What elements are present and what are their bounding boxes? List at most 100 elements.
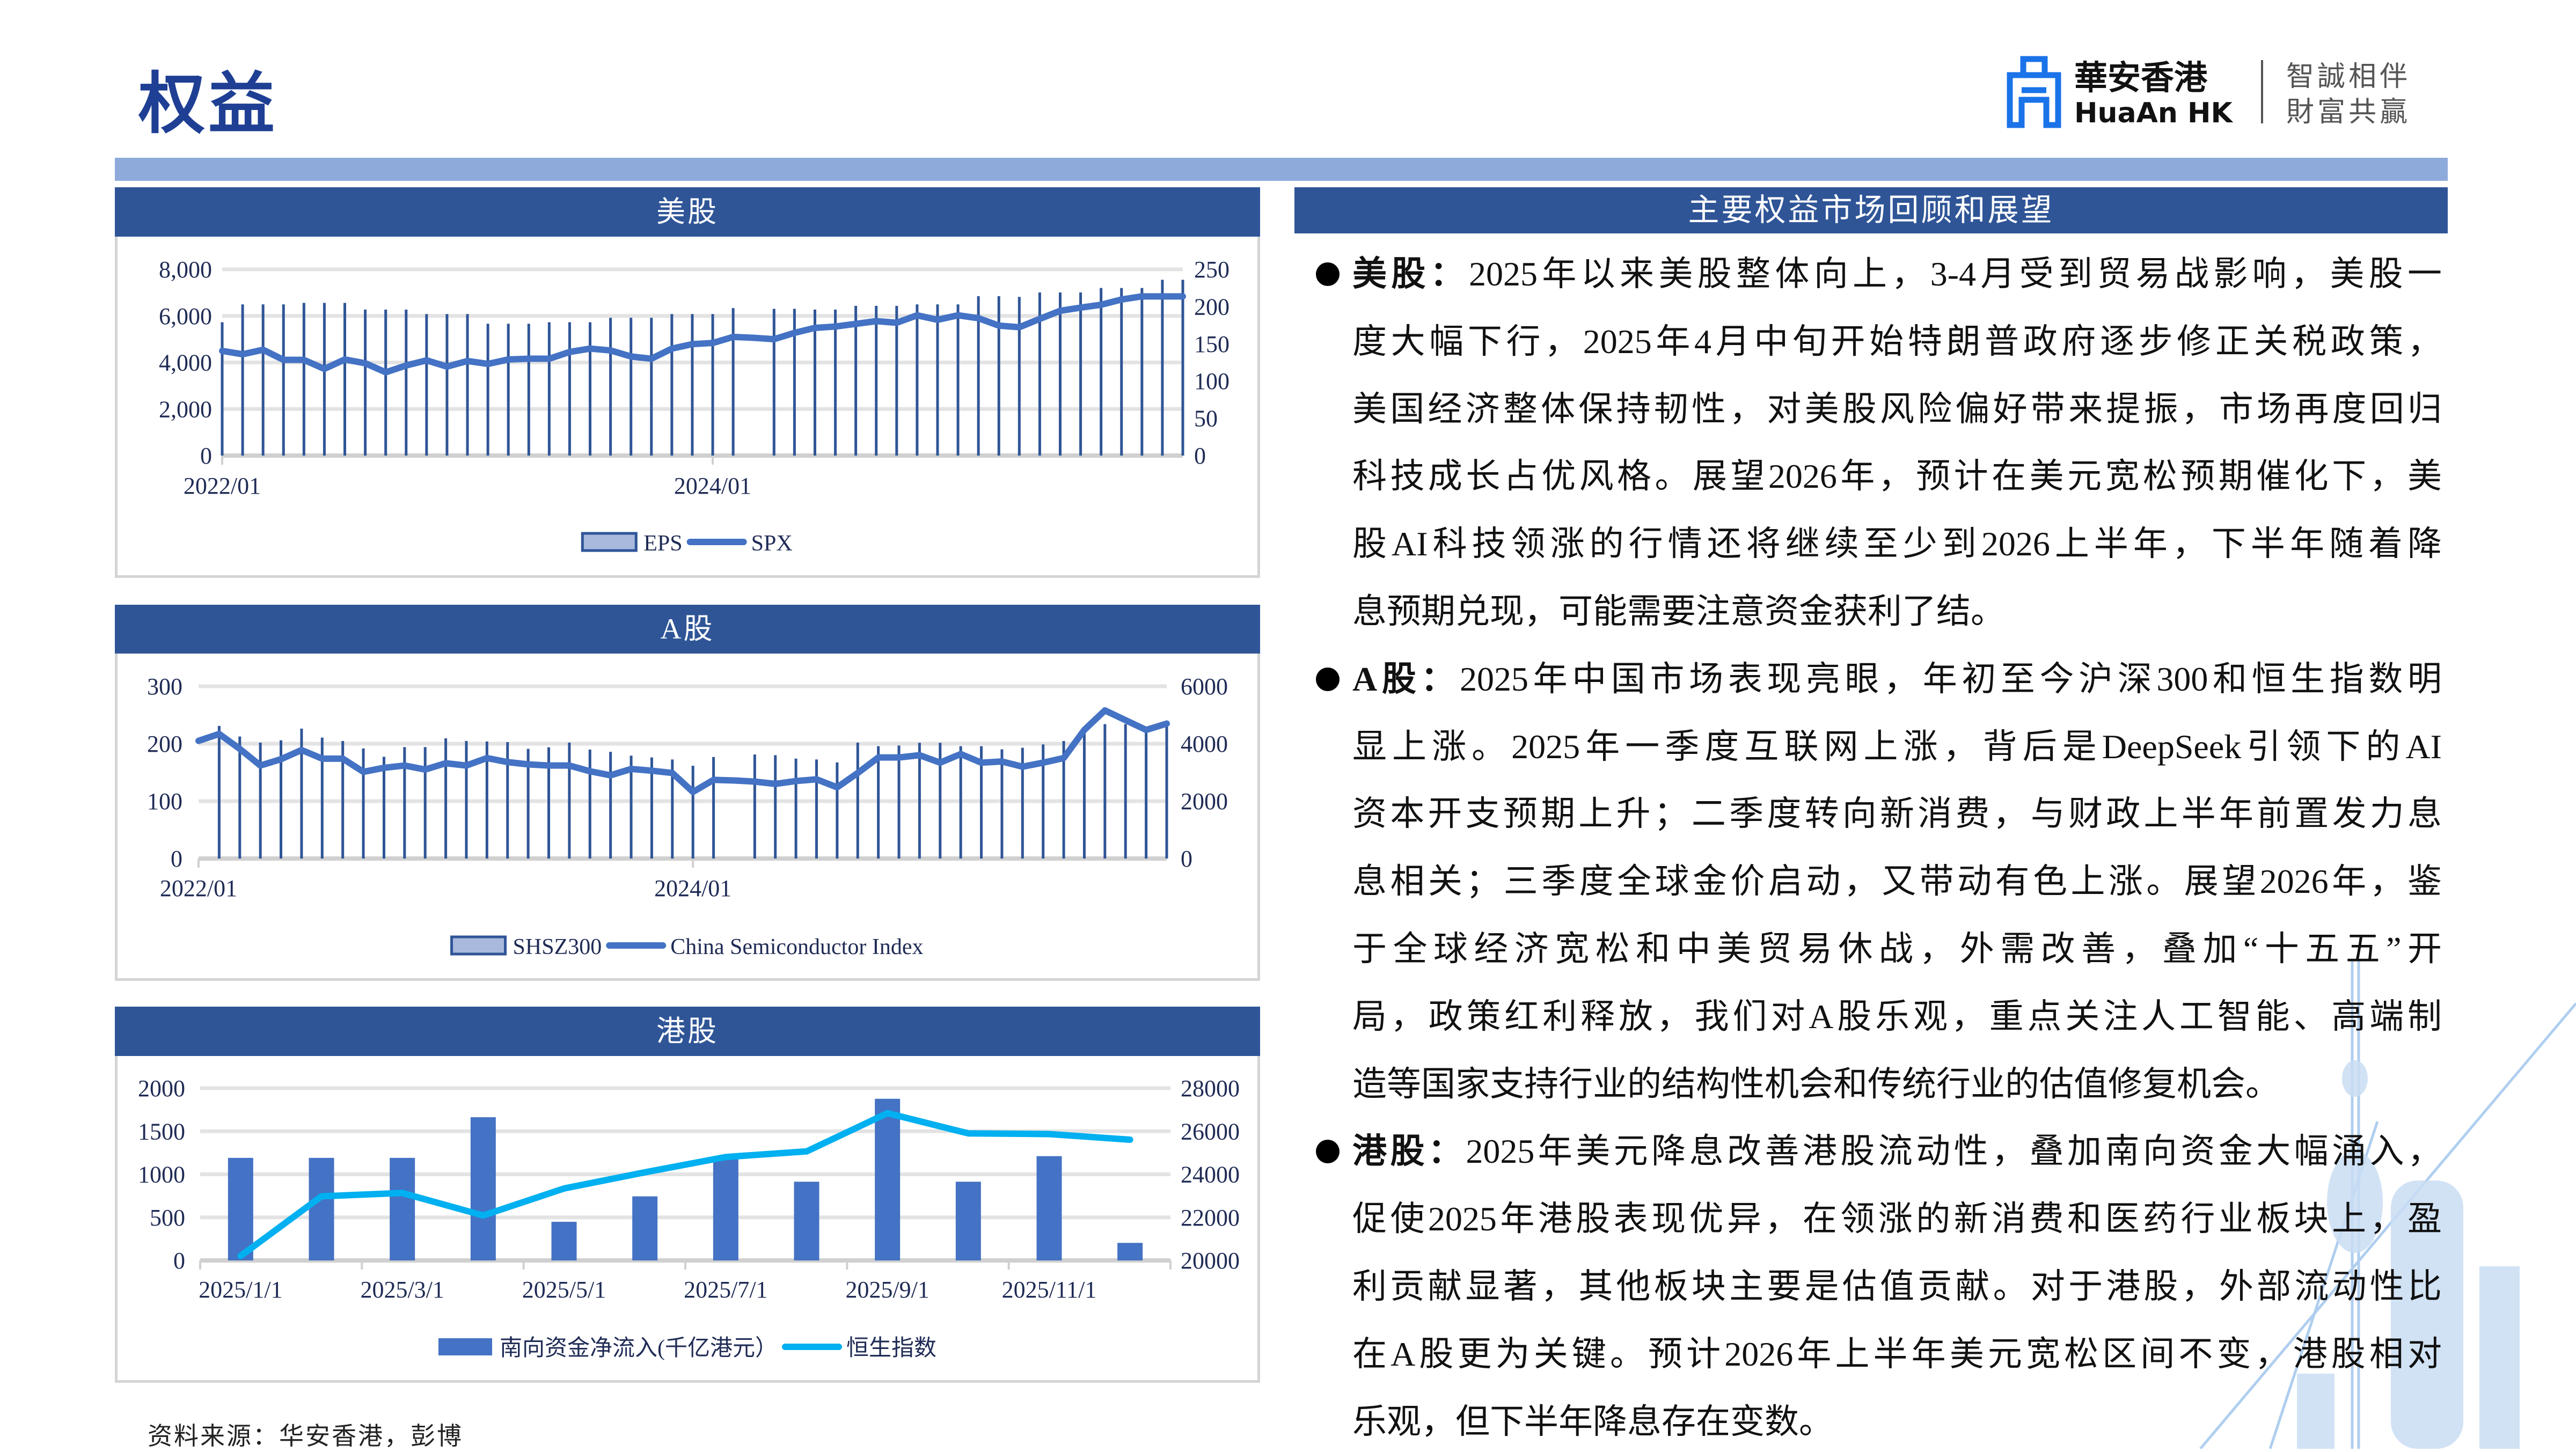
y-left-tick-label: 100: [147, 788, 182, 815]
y-right-tick-label: 28000: [1181, 1075, 1240, 1102]
us-commentary-line: 美国经济整体保持韧性，对美股风险偏好带来提振，市场再度回归: [1352, 385, 2442, 434]
y-left-tick-label: 2000: [138, 1075, 185, 1102]
legend-swatch-bar: [581, 532, 638, 552]
y-right-tick-label: 0: [1194, 443, 1206, 469]
line-text: 资本开支预期上升；二季度转向新消费，与财政上半年前置发力息: [1352, 795, 2442, 833]
bar-SHSZ300: [423, 747, 427, 859]
line-text: 造等国家支持行业的结构性机会和传统行业的估值修复机会。: [1352, 1065, 2280, 1103]
bar-SHSZ300: [1021, 747, 1024, 859]
bar-EPS: [507, 324, 510, 456]
x-tick-label: 2024/01: [674, 473, 751, 499]
a-commentary-line: 资本开支预期上升；二季度转向新消费，与财政上半年前置发力息: [1352, 790, 2442, 838]
line-恒生指数: [237, 1110, 1133, 1259]
line-text: 科技成长占优风格。展望2026年，预计在美元宽松预期催化下，美: [1352, 457, 2442, 496]
y-right-tick-label: 22000: [1181, 1205, 1240, 1231]
bar-EPS: [711, 314, 714, 456]
line-text: 利贡献显著，其他板块主要是估值贡献。对于港股，外部流动性比: [1352, 1267, 2442, 1306]
bar-南向资金净流入(千亿港元）: [1036, 1156, 1062, 1260]
line-text: 在A股更为关键。预计2026年上半年美元宽松区间不变，港股相对: [1352, 1334, 2442, 1373]
bar-南向资金净流入(千亿港元）: [470, 1117, 496, 1260]
bar-SHSZ300: [588, 749, 591, 859]
hk-section-label: 港股：: [1352, 1132, 1466, 1171]
bar-SHSZ300: [300, 728, 303, 859]
y-left-tick-label: 1000: [138, 1162, 185, 1188]
bar-EPS: [650, 318, 653, 456]
page-title: 权益: [138, 68, 279, 141]
bar-EPS: [343, 303, 347, 456]
bar-SHSZ300: [1062, 740, 1065, 859]
line-text: 2025年中国市场表现亮眼，年初至今沪深300和恒生指数明: [1460, 659, 2442, 698]
bar-EPS: [772, 309, 775, 456]
bar-EPS: [364, 309, 367, 456]
us-panel-header: 美股: [115, 187, 1260, 237]
bar-EPS: [609, 318, 612, 456]
line-text: 促使2025年港股表现优异，在领涨的新消费和医药行业板块上，盈: [1352, 1200, 2442, 1238]
line-text: 显上涨。2025年一季度互联网上涨，背后是DeepSeek引领下的AI: [1352, 727, 2442, 766]
a-commentary-line: 造等国家支持行业的结构性机会和传统行业的估值修复机会。: [1352, 1060, 2442, 1109]
line-text: 股AI科技领涨的行情还将继续至少到2026上半年，下半年随着降: [1352, 525, 2442, 563]
bar-EPS: [241, 304, 244, 456]
bar-SHSZ300: [403, 747, 406, 859]
line-text: 息预期兑现，可能需要注意资金获利了结。: [1352, 592, 2005, 630]
y-right-tick-label: 200: [1194, 294, 1230, 320]
bar-南向资金净流入(千亿港元）: [794, 1182, 819, 1260]
legend-swatch-bar: [438, 1338, 492, 1355]
x-tick-label: 2025/7/1: [684, 1277, 767, 1303]
us-commentary-line: 股AI科技领涨的行情还将继续至少到2026上半年，下半年随着降: [1352, 520, 2442, 568]
us-commentary-line: 美股：2025年以来美股整体向上，3-4月受到贸易战影响，美股一: [1352, 250, 2442, 298]
bar-EPS: [1018, 297, 1021, 456]
bar-南向资金净流入(千亿港元）: [632, 1196, 658, 1260]
bar-EPS: [691, 314, 694, 456]
line-text: 2025年以来美股整体向上，3-4月受到贸易战影响，美股一: [1469, 255, 2442, 293]
bar-EPS: [1140, 288, 1144, 456]
a-commentary-line: 显上涨。2025年一季度互联网上涨，背后是DeepSeek引领下的AI: [1352, 723, 2442, 771]
bar-SHSZ300: [609, 752, 612, 859]
hk-chart-panel: [115, 1056, 1260, 1383]
bar-EPS: [1100, 288, 1103, 456]
hk-commentary-line: 在A股更为关键。预计2026年上半年美元宽松区间不变，港股相对: [1352, 1330, 2442, 1378]
logo-name-en: HuaAn HK: [2074, 97, 2234, 129]
logo-slogan-2: 財富共贏: [2286, 96, 2411, 128]
bar-南向资金净流入(千亿港元）: [955, 1182, 981, 1260]
bar-SHSZ300: [341, 740, 345, 859]
hk-panel-header: 港股: [115, 1007, 1260, 1056]
bar-南向资金净流入(千亿港元）: [551, 1221, 577, 1260]
y-left-tick-label: 6,000: [159, 303, 212, 329]
x-tick-label: 2025/11/1: [1002, 1277, 1097, 1303]
bar-南向资金净流入(千亿港元）: [875, 1098, 901, 1260]
y-left-tick-label: 2,000: [159, 396, 212, 422]
bar-SHSZ300: [856, 742, 859, 859]
line-text: 度大幅下行，2025年4月中旬开始特朗普政府逐步修正关税政策，: [1352, 322, 2442, 361]
legend-label: SPX: [751, 531, 793, 556]
bar-SHSZ300: [465, 740, 468, 859]
bar-SHSZ300: [650, 757, 653, 859]
hk-commentary-line: 乐观，但下半年降息存在变数。: [1352, 1398, 2442, 1446]
bar-SHSZ300: [382, 757, 385, 859]
bar-EPS: [1181, 280, 1184, 456]
chart-2: 0 100 200 300 0 2000 4000 6000 2022/01 2024/01 SHS…: [147, 673, 1228, 959]
y-right-tick-label: 24000: [1181, 1162, 1240, 1188]
y-right-tick-label: 4000: [1181, 731, 1228, 757]
y-left-tick-label: 0: [200, 443, 212, 469]
bar-SHSZ300: [794, 758, 797, 859]
bar-SHSZ300: [259, 742, 262, 859]
x-tick-label: 2022/01: [160, 875, 237, 901]
bar-EPS: [425, 314, 428, 456]
bar-EPS: [670, 314, 674, 456]
y-right-tick-label: 250: [1194, 256, 1230, 283]
chart-1: 0 2,000 4,000 6,000 8,000 0 50 100 150 200 250 2022…: [159, 256, 1230, 556]
bar-SHSZ300: [671, 759, 674, 859]
bar-EPS: [916, 304, 919, 456]
line-SPX: [219, 293, 1186, 376]
bar-SHSZ300: [485, 741, 488, 859]
logo-slogan-1: 智誠相伴: [2286, 61, 2411, 93]
y-right-tick-label: 0: [1181, 846, 1192, 872]
bar-SHSZ300: [774, 755, 777, 859]
y-right-tick-label: 150: [1194, 331, 1230, 357]
y-left-tick-label: 0: [171, 846, 182, 872]
bar-EPS: [793, 309, 796, 456]
logo-name-cn: 華安香港: [2074, 58, 2208, 97]
bar-SHSZ300: [568, 742, 571, 859]
